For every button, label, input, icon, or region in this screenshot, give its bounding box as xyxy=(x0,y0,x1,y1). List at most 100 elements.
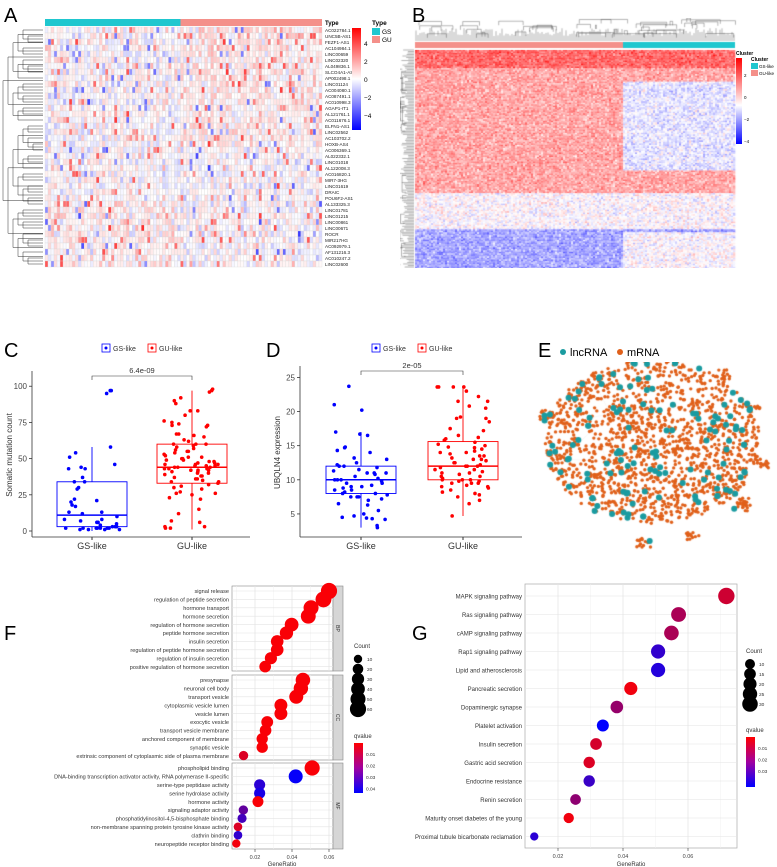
heatmap-cell xyxy=(177,86,181,94)
heatmap-cell xyxy=(297,182,302,190)
heatmap-cell xyxy=(138,158,142,166)
heatmap-cell xyxy=(135,146,139,154)
heatmap-cell xyxy=(96,188,100,196)
heatmap-cell xyxy=(132,236,136,244)
heatmap-cell xyxy=(156,32,160,40)
heatmap-cell xyxy=(53,158,58,166)
heatmap-cell xyxy=(195,68,199,76)
heatmap-cell xyxy=(153,248,157,256)
heatmap-cell xyxy=(102,122,106,130)
heatmap-cell xyxy=(258,224,262,232)
heatmap-cell xyxy=(204,92,208,100)
heatmap-cell xyxy=(309,80,314,88)
heatmap-cell xyxy=(80,194,85,202)
heatmap-cell xyxy=(237,242,241,250)
heatmap-cell xyxy=(312,68,317,76)
data-point xyxy=(357,467,361,472)
heatmap-cell xyxy=(309,50,314,58)
heatmap-cell xyxy=(114,236,118,244)
heatmap-cell xyxy=(126,164,130,172)
heatmap-cell xyxy=(219,230,223,238)
heatmap-cell xyxy=(77,242,82,250)
heatmap-cell xyxy=(126,26,130,34)
term-label: Pancreatic secretion xyxy=(468,687,522,693)
heatmap-cell xyxy=(129,128,133,136)
y-tick-label: 75 xyxy=(18,418,27,427)
heatmap-cell xyxy=(291,248,296,256)
heatmap-cell xyxy=(234,134,238,142)
heatmap-cell xyxy=(74,182,79,190)
heatmap-cell xyxy=(195,128,199,136)
heatmap-cell xyxy=(282,38,287,46)
heatmap-cell xyxy=(234,50,238,58)
heatmap-cell xyxy=(189,116,193,124)
heatmap-cell xyxy=(315,128,320,136)
data-point xyxy=(98,526,103,530)
heatmap-cell xyxy=(87,80,91,88)
heatmap-cell xyxy=(90,116,94,124)
heatmap-cell xyxy=(303,92,308,100)
heatmap-cell xyxy=(50,68,55,76)
data-point xyxy=(349,495,353,499)
data-point xyxy=(114,521,119,526)
heatmap-cell xyxy=(183,80,187,88)
heatmap-cell xyxy=(231,230,235,238)
heatmap-cell xyxy=(138,134,142,142)
heatmap-cell xyxy=(44,44,49,52)
heatmap-cell xyxy=(62,194,67,202)
heatmap-cell xyxy=(270,98,274,106)
heatmap-cell xyxy=(300,224,305,232)
heatmap-cell xyxy=(249,218,253,226)
heatmap-cell xyxy=(285,158,290,166)
colorbar-tick: −4 xyxy=(364,113,372,120)
heatmap-cell xyxy=(77,206,82,214)
heatmap-cell xyxy=(267,98,271,106)
heatmap-cell xyxy=(231,92,235,100)
heatmap-cell xyxy=(219,206,223,214)
size-legend-label: 20 xyxy=(759,682,765,688)
heatmap-cell xyxy=(105,104,109,112)
heatmap-cell xyxy=(177,68,181,76)
heatmap-cell xyxy=(189,176,193,184)
heatmap-cell xyxy=(195,230,199,238)
data-point xyxy=(448,488,453,492)
heatmap-cell xyxy=(162,104,166,112)
heatmap-cell xyxy=(255,248,259,256)
heatmap-cell xyxy=(249,254,253,262)
heatmap-cell xyxy=(56,188,61,196)
heatmap-cell xyxy=(56,170,61,178)
heatmap-cell xyxy=(87,86,91,94)
heatmap-cell xyxy=(183,236,187,244)
heatmap-cell xyxy=(68,188,73,196)
heatmap-cell xyxy=(225,140,229,148)
heatmap-cell xyxy=(297,176,302,184)
heatmap-cell xyxy=(171,26,175,34)
heatmap-cell xyxy=(315,62,320,70)
heatmap-cell xyxy=(71,188,76,196)
heatmap-cell xyxy=(267,164,271,172)
heatmap-cell xyxy=(177,212,181,220)
heatmap-cell xyxy=(177,38,181,46)
heatmap-cell xyxy=(123,32,127,40)
heatmap-cell xyxy=(258,140,262,148)
heatmap-cell xyxy=(288,92,293,100)
heatmap-cell xyxy=(90,230,94,238)
heatmap-cell xyxy=(252,26,256,34)
heatmap-cell xyxy=(105,134,109,142)
heatmap-cell xyxy=(315,26,320,34)
heatmap-cell xyxy=(216,170,220,178)
heatmap-cell xyxy=(276,230,280,238)
heatmap-cell xyxy=(216,230,220,238)
heatmap-cell xyxy=(243,56,247,64)
heatmap-cell xyxy=(207,146,211,154)
heatmap-cell xyxy=(83,254,88,262)
heatmap-cell xyxy=(99,152,103,160)
heatmap-cell xyxy=(105,86,109,94)
heatmap-cell xyxy=(198,74,202,82)
heatmap-cell xyxy=(150,194,154,202)
heatmap-cell xyxy=(150,236,154,244)
heatmap-cell xyxy=(297,212,302,220)
x-tick-label: 0.02 xyxy=(553,854,564,860)
heatmap-cell xyxy=(174,170,178,178)
heatmap-cell xyxy=(303,62,308,70)
